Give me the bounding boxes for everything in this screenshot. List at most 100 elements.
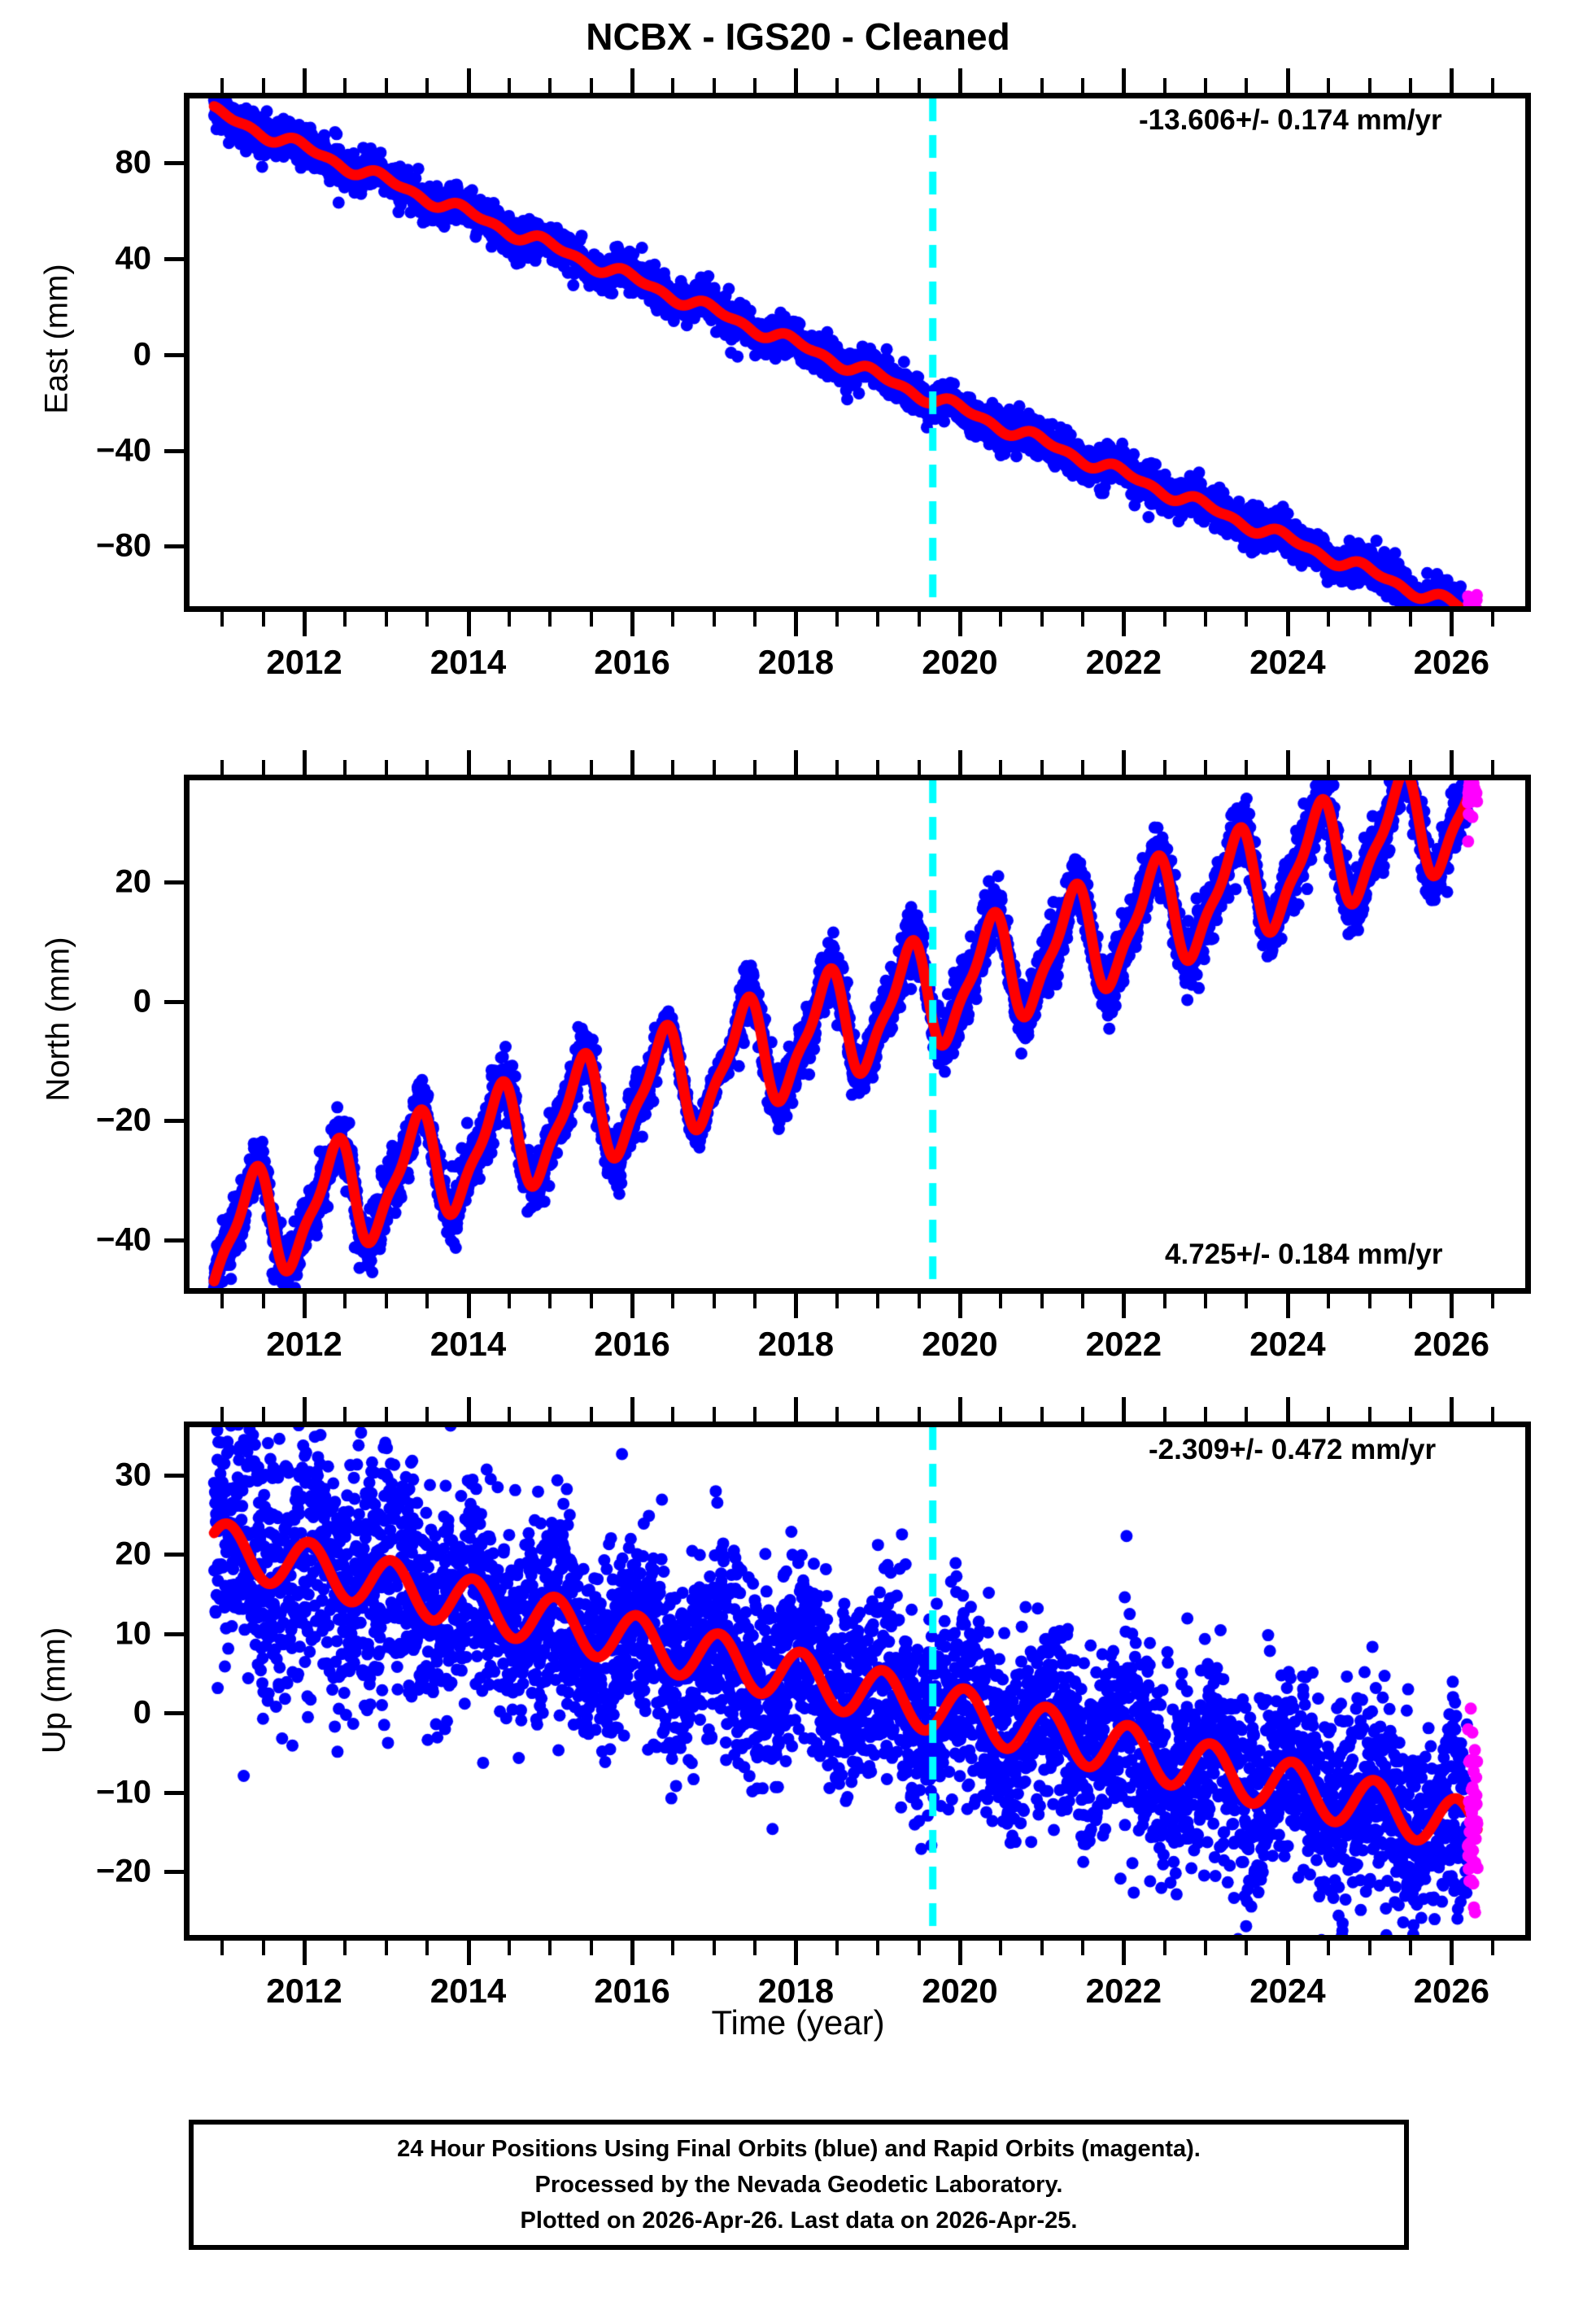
x-tick-label: 2018	[757, 1972, 835, 2010]
x-tick-minor	[589, 1294, 593, 1308]
x-tick-top	[1040, 78, 1044, 93]
x-tick-top	[343, 760, 347, 775]
x-tick-top	[1245, 78, 1249, 93]
x-tick-minor	[835, 612, 839, 627]
x-tick-top	[343, 78, 347, 93]
x-tick-top	[425, 78, 430, 93]
x-tick-minor	[1204, 1941, 1208, 1955]
x-tick-label: 2016	[594, 643, 670, 681]
x-tick-minor	[220, 612, 225, 627]
x-tick-label: 2026	[1413, 1972, 1490, 2010]
y-tick-label: 0	[133, 1694, 151, 1731]
x-tick-minor	[1040, 612, 1044, 627]
x-tick-minor	[1367, 612, 1371, 627]
y-tick-mark	[164, 1711, 184, 1715]
x-tick-minor	[1490, 1294, 1494, 1308]
x-tick-top	[671, 760, 675, 775]
rate-label-north: 4.725+/- 0.184 mm/yr	[1165, 1238, 1443, 1270]
x-tick-major	[794, 1941, 799, 1965]
footer-line-2: Processed by the Nevada Geodetic Laborat…	[534, 2171, 1063, 2198]
x-tick-top	[220, 78, 225, 93]
x-tick-minor	[425, 1941, 430, 1955]
x-tick-minor	[1367, 1294, 1371, 1308]
y-tick-label: 20	[115, 863, 152, 900]
x-tick-minor	[343, 1294, 347, 1308]
x-tick-top	[343, 1407, 347, 1422]
x-tick-top	[1245, 1407, 1249, 1422]
x-tick-label: 2020	[922, 1972, 998, 2010]
x-tick-top	[303, 750, 307, 775]
x-tick-top	[1204, 78, 1208, 93]
y-tick-mark	[164, 544, 184, 549]
x-tick-minor	[548, 612, 552, 627]
x-tick-top	[957, 68, 962, 93]
x-tick-minor	[917, 1294, 921, 1308]
x-tick-top	[917, 78, 921, 93]
x-tick-top	[548, 760, 552, 775]
plot-frame-up	[184, 1422, 1531, 1941]
x-tick-minor	[1245, 1941, 1249, 1955]
x-tick-minor	[712, 1294, 716, 1308]
x-tick-minor	[507, 612, 511, 627]
x-tick-minor	[999, 1294, 1003, 1308]
x-tick-minor	[712, 1941, 716, 1955]
x-tick-top	[1204, 760, 1208, 775]
x-tick-label: 2012	[266, 1972, 342, 2010]
x-tick-top	[1162, 78, 1166, 93]
x-tick-top	[794, 68, 799, 93]
x-tick-minor	[1162, 1941, 1166, 1955]
x-tick-top	[1122, 750, 1127, 775]
x-tick-top	[630, 750, 634, 775]
x-tick-minor	[1204, 1294, 1208, 1308]
x-tick-top	[548, 1407, 552, 1422]
y-tick-mark	[164, 1870, 184, 1874]
x-tick-major	[957, 612, 962, 636]
x-tick-major	[630, 1941, 634, 1965]
x-tick-top	[589, 760, 593, 775]
x-tick-minor	[1162, 612, 1166, 627]
y-tick-mark	[164, 1790, 184, 1795]
x-tick-top	[876, 760, 880, 775]
x-tick-label: 2022	[1085, 1325, 1162, 1363]
x-tick-minor	[671, 1941, 675, 1955]
x-tick-major	[303, 1941, 307, 1965]
x-tick-top	[1040, 760, 1044, 775]
x-tick-top	[794, 1397, 799, 1422]
x-tick-label: 2016	[594, 1972, 670, 2010]
x-tick-label: 2018	[757, 643, 835, 681]
x-tick-major	[1450, 1294, 1454, 1318]
x-tick-top	[507, 1407, 511, 1422]
plot-canvas-north	[190, 780, 1525, 1288]
x-tick-label: 2020	[922, 643, 998, 681]
x-tick-top	[957, 750, 962, 775]
x-tick-minor	[1040, 1294, 1044, 1308]
x-tick-minor	[999, 1941, 1003, 1955]
x-tick-minor	[876, 612, 880, 627]
x-tick-minor	[1327, 612, 1331, 627]
x-tick-top	[425, 1407, 430, 1422]
x-tick-top	[1367, 760, 1371, 775]
x-tick-top	[425, 760, 430, 775]
footer-line-1: 24 Hour Positions Using Final Orbits (bl…	[397, 2135, 1201, 2162]
x-tick-minor	[589, 1941, 593, 1955]
x-tick-minor	[220, 1941, 225, 1955]
plot-canvas-up	[190, 1427, 1525, 1935]
x-tick-minor	[1040, 1941, 1044, 1955]
x-tick-major	[1285, 1941, 1290, 1965]
x-tick-top	[876, 1407, 880, 1422]
x-tick-minor	[1245, 1294, 1249, 1308]
y-tick-mark	[164, 880, 184, 884]
y-tick-label: −40	[96, 1221, 151, 1258]
x-tick-minor	[1490, 612, 1494, 627]
x-tick-label: 2014	[430, 643, 507, 681]
x-tick-top	[384, 78, 388, 93]
x-tick-minor	[835, 1941, 839, 1955]
page-title: NCBX - IGS20 - Cleaned	[586, 15, 1010, 58]
x-tick-major	[794, 612, 799, 636]
x-tick-top	[712, 1407, 716, 1422]
x-tick-top	[630, 68, 634, 93]
x-tick-major	[630, 612, 634, 636]
y-tick-mark	[164, 257, 184, 262]
x-tick-top	[1450, 68, 1454, 93]
x-tick-top	[303, 1397, 307, 1422]
